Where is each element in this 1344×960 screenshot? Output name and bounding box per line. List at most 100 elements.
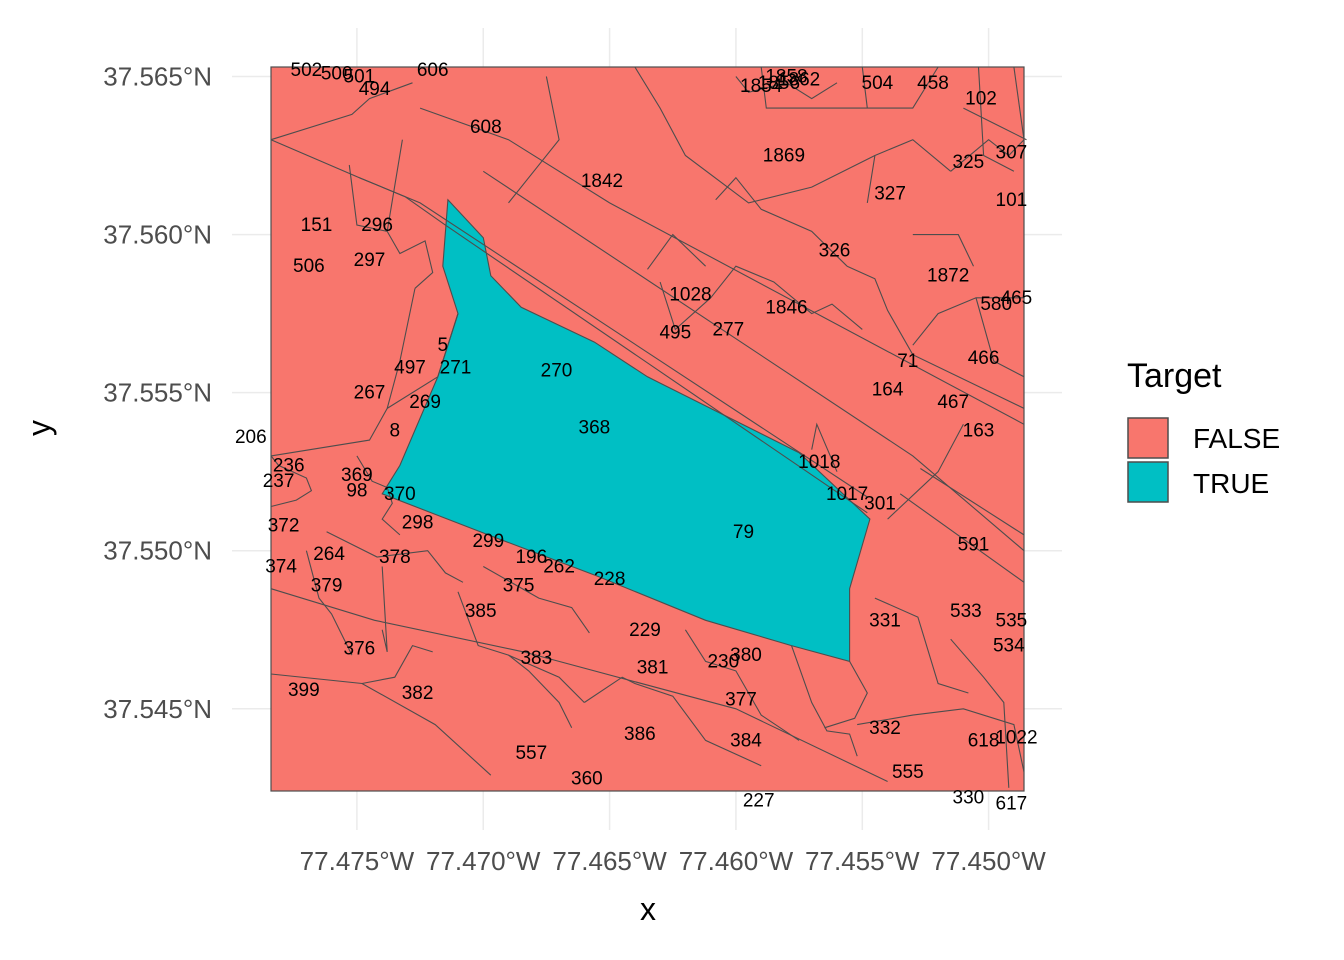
parcel-label: 1869 [763,146,805,167]
parcel-label: 237 [263,471,295,492]
parcel-label: 495 [659,323,691,344]
parcel-boundary [857,708,1025,773]
parcel-label: 332 [869,718,901,739]
parcel-label: 307 [996,142,1028,163]
map-frame [270,66,1025,792]
parcel-boundary [1013,66,1025,140]
parcel-label: 494 [359,79,391,100]
parcel-label: 384 [730,730,762,751]
parcel-label: 506 [293,256,325,277]
x-axis-ticks: 77.475°W 77.470°W 77.465°W 77.460°W 77.455°W… [300,846,1047,876]
parcel-label: 227 [743,791,775,812]
parcel-label: 502 [291,60,323,81]
parcel-label: 298 [402,512,434,533]
parcel-label: 399 [288,680,320,701]
y-tick-label: 37.560°N [103,220,212,250]
x-tick-label: 77.475°W [300,846,415,876]
parcel-label: 1846 [765,297,807,318]
parcel-boundary [348,139,403,233]
parcel-label: 375 [503,576,535,597]
parcel-boundary [684,629,800,741]
x-axis-title: x [640,891,656,927]
parcel-boundary [305,550,353,656]
parcel-label: 383 [520,648,552,669]
parcel-label: 163 [963,421,995,442]
y-axis-ticks: 37.565°N 37.560°N 37.555°N 37.550°N 37.545°N [103,61,212,723]
parcel-label: 606 [417,60,449,81]
parcel-label: 534 [993,636,1025,657]
parcel-label: 5 [438,335,449,356]
parcel-boundary [846,265,1025,409]
parcel-boundary [359,177,868,514]
parcel-boundary [356,455,401,536]
parcel-boundary [483,566,590,634]
parcel-label: 1854 [740,76,783,97]
parcel-label: 382 [402,683,434,704]
parcel-label: 466 [968,348,1000,369]
parcel-label: 277 [713,319,745,340]
parcel-label: 98 [346,481,367,502]
parcel-boundary [811,422,838,472]
parcel-boundary [861,66,868,109]
parcel-boundary [866,139,952,203]
parcel-boundary [647,233,706,270]
parcel-boundary [887,424,964,520]
parcel-label: 380 [730,645,762,666]
parcel-boundary [508,654,573,729]
parcel-boundary [482,170,1025,552]
parcel-label: 369 [341,465,373,486]
parcel-boundary [760,66,939,109]
parcel-label: 1017 [826,484,868,505]
parcel-label: 1872 [927,266,969,287]
parcel-label: 374 [265,557,297,578]
parcel-label: 501 [344,67,376,88]
y-tick-label: 37.565°N [103,61,212,91]
parcel-label: 378 [379,547,411,568]
parcel-label: 1862 [778,70,820,91]
parcel-label: 151 [301,215,333,236]
parcel-label: 618 [968,730,1000,751]
y-axis-title: y [21,420,57,436]
parcel-label: 331 [869,610,901,631]
y-tick-label: 37.545°N [103,694,212,724]
parcel-label: 555 [892,762,924,783]
parcel-label: 465 [1001,288,1033,309]
parcel-boundary [386,231,434,289]
parcel-label: 229 [629,620,661,641]
parcel-label: 228 [594,569,626,590]
parcel-label: 580 [980,294,1012,315]
parcel-label: 1022 [995,727,1037,748]
parcel-label: 368 [579,417,611,438]
parcel-label: 1858 [765,67,807,88]
parcel-label: 504 [862,73,894,94]
parcel-boundary [270,82,413,141]
parcel-boundary [824,661,868,729]
parcel-label: 500 [321,63,353,84]
parcel-label: 79 [733,522,754,543]
y-tick-label: 37.555°N [103,378,212,408]
legend-swatch-true [1127,461,1169,503]
legend: Target FALSE TRUE [1127,357,1280,503]
parcel-label: 370 [384,484,416,505]
x-tick-label: 77.455°W [805,846,920,876]
parcel-boundary [710,265,863,330]
parcel-boundary [381,566,388,653]
parcel-boundary [975,297,1025,378]
x-tick-label: 77.460°W [679,846,794,876]
parcel-label: 372 [268,515,300,536]
legend-title: Target [1127,357,1222,395]
parcel-label: 299 [472,531,504,552]
parcel-boundary [508,76,560,204]
parcel-boundary [583,676,762,767]
parcel-label: 386 [624,724,656,745]
x-tick-label: 77.465°W [552,846,667,876]
parcel-boundary [326,531,464,583]
parcel-label: 101 [996,190,1028,211]
legend-label-true: TRUE [1193,468,1269,499]
parcel-label: 296 [361,215,393,236]
parcel-label: 1028 [669,285,711,306]
parcel-label: 262 [543,557,575,578]
parcel-label: 608 [470,117,502,138]
parcel-label: 557 [515,743,547,764]
parcel-label: 102 [965,89,997,110]
